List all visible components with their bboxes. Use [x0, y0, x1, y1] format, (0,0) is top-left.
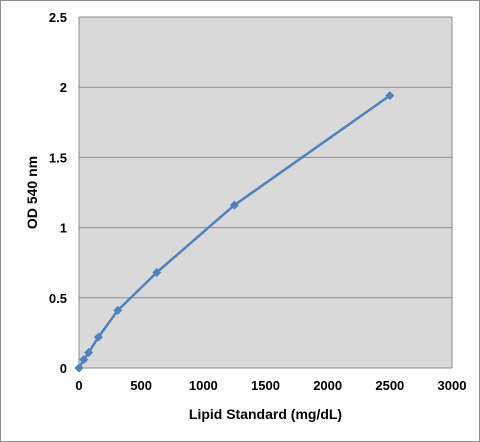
data-point	[152, 268, 162, 278]
y-tick-label: 2.5	[49, 10, 67, 25]
x-tick-label: 1500	[251, 378, 280, 393]
y-tick-label: 0	[60, 361, 67, 376]
data-point	[229, 200, 239, 210]
data-point	[93, 332, 103, 342]
axes	[78, 16, 453, 369]
y-tick-label: 0.5	[49, 291, 67, 306]
x-tick-label: 2000	[313, 378, 342, 393]
x-tick-label: 2500	[375, 378, 404, 393]
x-tick-label: 1000	[189, 378, 218, 393]
x-tick-label: 500	[130, 378, 152, 393]
data-point	[79, 355, 89, 365]
data-point	[113, 305, 123, 315]
plot-area	[79, 17, 452, 368]
data-point	[385, 91, 395, 101]
x-tick-label: 3000	[438, 378, 467, 393]
y-tick-label: 2	[60, 80, 67, 95]
y-tick-label: 1.5	[49, 150, 67, 165]
y-tick-label: 1	[60, 221, 67, 236]
x-tick-labels: 0 500 1000 1500 2000 2500 3000	[75, 378, 466, 393]
series-markers	[74, 91, 395, 373]
x-axis-title: Lipid Standard (mg/dL)	[189, 406, 342, 422]
x-tick-label: 0	[75, 378, 82, 393]
y-tick-labels: 0 0.5 1 1.5 2 2.5	[49, 10, 67, 376]
data-point	[74, 363, 84, 373]
data-point	[84, 348, 94, 358]
y-axis-title: OD 540 nm	[24, 156, 40, 229]
